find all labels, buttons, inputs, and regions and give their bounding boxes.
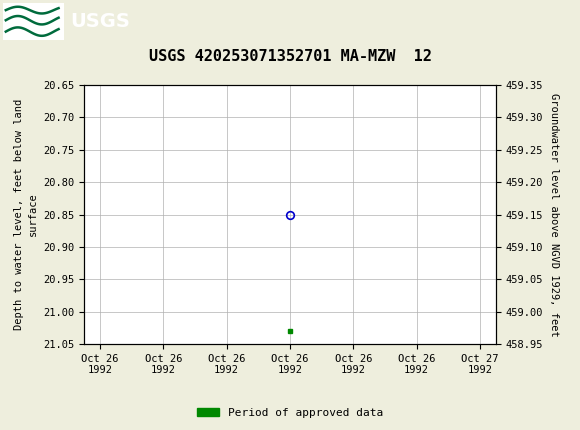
Text: USGS 420253071352701 MA-MZW  12: USGS 420253071352701 MA-MZW 12 xyxy=(148,49,432,64)
Y-axis label: Groundwater level above NGVD 1929, feet: Groundwater level above NGVD 1929, feet xyxy=(549,93,559,336)
Bar xyxy=(3,3,64,40)
Y-axis label: Depth to water level, feet below land
surface: Depth to water level, feet below land su… xyxy=(14,99,38,330)
Text: USGS: USGS xyxy=(70,12,130,31)
Legend: Period of approved data: Period of approved data xyxy=(193,403,387,422)
